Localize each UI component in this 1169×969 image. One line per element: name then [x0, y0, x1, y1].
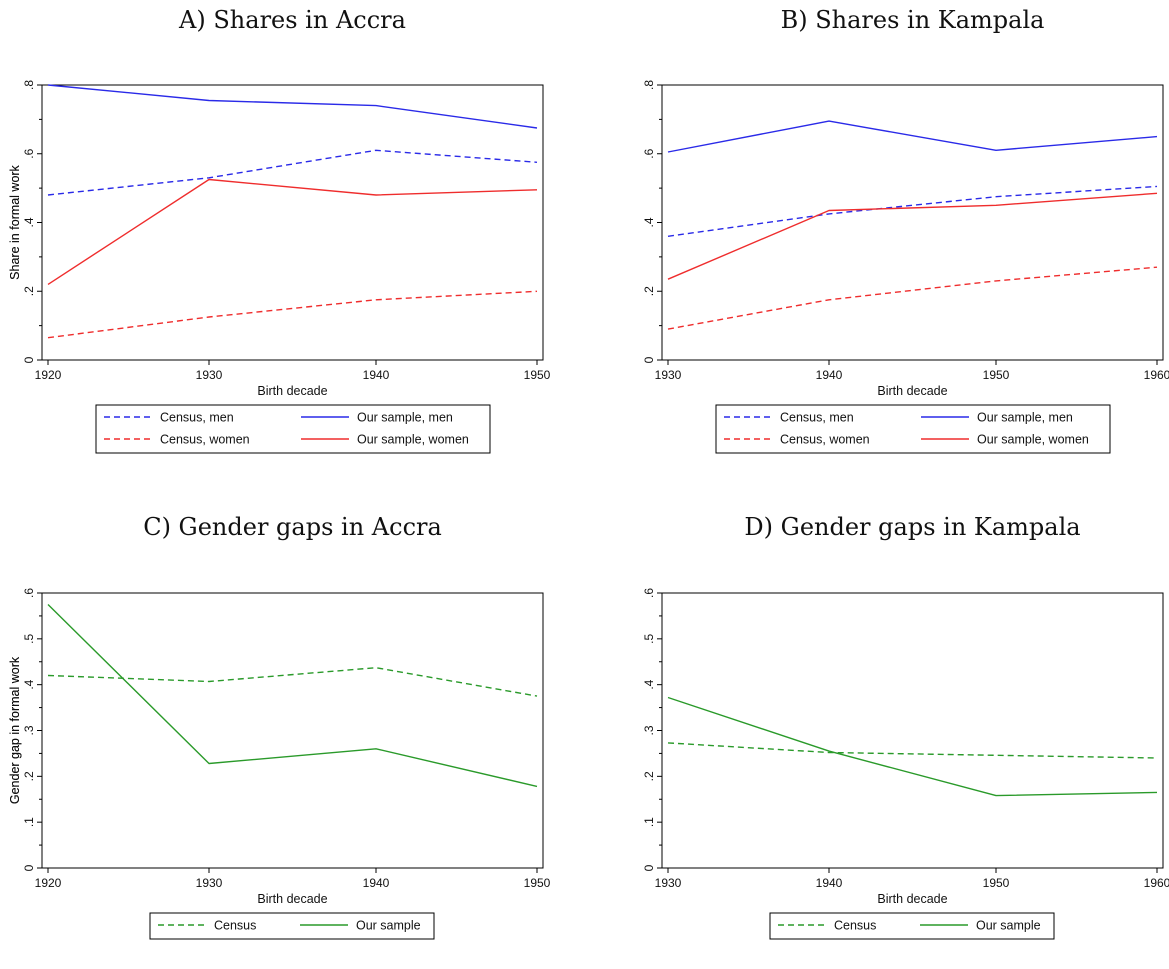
panel-d-xtick-label: 1950: [983, 876, 1010, 890]
panel-c-series-our-sample: [47, 604, 538, 788]
panel-d-legend: [769, 912, 1055, 940]
panel-c-ytick-label: .4: [22, 679, 36, 689]
panel-b-series-our-sample-men: [667, 120, 1158, 153]
panel-c-xlabel: Birth decade: [257, 892, 327, 906]
panel-c-legend: [149, 912, 435, 940]
panel-a: A) Shares in Accra 0 .2 .4 .6 .8 1920 1930 1940 1…: [8, 6, 551, 454]
panel-c-legend-label: Census: [214, 919, 256, 933]
panel-d-ytick-label: .2: [642, 771, 656, 781]
panel-a-legend-label: Census, women: [160, 433, 250, 447]
panel-c-ytick-label: .2: [22, 771, 36, 781]
panel-d-ytick-label: .5: [642, 634, 656, 644]
panel-d-ytick-label: 0: [642, 864, 656, 871]
panel-d-legend-label: Our sample: [976, 919, 1041, 933]
panel-b-xtick-label: 1930: [655, 368, 682, 382]
panel-c-ytick-label: .5: [22, 634, 36, 644]
panel-b-legend-label: Census, men: [780, 411, 854, 425]
panel-b-legend-label: Our sample, women: [977, 433, 1089, 447]
panel-b-ytick-label: .4: [642, 217, 656, 227]
panel-b-ylabel: Share in formal work: [8, 164, 22, 279]
panel-d-ytick-label: .4: [642, 679, 656, 689]
panel-d-plot-frame: [661, 592, 1164, 869]
panel-a-legend-label: Our sample, men: [357, 411, 453, 425]
panel-c-title: C) Gender gaps in Accra: [143, 513, 442, 541]
panel-a-series-census-women: [47, 290, 538, 339]
panel-a-ytick-label: .6: [22, 148, 36, 158]
panel-b-title: B) Shares in Kampala: [781, 6, 1045, 34]
panel-c-xtick-label: 1930: [196, 876, 223, 890]
panel-c-series-census: [47, 667, 538, 697]
panel-a-xtick-label: 1930: [196, 368, 223, 382]
panel-d-xtick-label: 1940: [816, 876, 843, 890]
panel-d-title: D) Gender gaps in Kampala: [744, 513, 1080, 541]
panel-b-series-census-men: [667, 185, 1158, 237]
panel-b-ytick-label: .8: [642, 80, 656, 90]
panel-a-ytick-label: 0: [22, 356, 36, 363]
panel-c-legend-label: Our sample: [356, 919, 421, 933]
panel-d-xtick-label: 1930: [655, 876, 682, 890]
panel-d-ytick-label: .1: [642, 817, 656, 827]
panel-a-legend: [95, 404, 491, 454]
panel-c-ytick-label: .3: [22, 725, 36, 735]
panel-c-ytick-label: .6: [22, 588, 36, 598]
panel-a-xtick-label: 1920: [35, 368, 62, 382]
panel-a-series-our-sample-men: [47, 84, 538, 129]
panel-c-xtick-label: 1950: [524, 876, 551, 890]
panel-b-plot-frame: [661, 84, 1164, 361]
panel-b-xlabel: Birth decade: [877, 384, 947, 398]
panel-a-ylabel: Share in formal work: [8, 164, 22, 279]
panel-d-xlabel: Birth decade: [877, 892, 947, 906]
panel-d-ylabel: Gender gap in formal work: [8, 656, 22, 804]
panel-b-ytick-label: .2: [642, 286, 656, 296]
panel-b-xtick-label: 1950: [983, 368, 1010, 382]
panel-c: C) Gender gaps in Accra 0 .1 .2 .3 .4 .5 .6 1920…: [8, 513, 551, 940]
panel-c-ylabel: Gender gap in formal work: [8, 656, 22, 804]
panel-a-xtick-label: 1940: [363, 368, 390, 382]
panel-b-legend-label: Our sample, men: [977, 411, 1073, 425]
panel-b-legend: [715, 404, 1111, 454]
panel-b-legend-label: Census, women: [780, 433, 870, 447]
panel-b-xtick-label: 1960: [1144, 368, 1169, 382]
panel-a-xlabel: Birth decade: [257, 384, 327, 398]
panel-c-plot-frame: [41, 592, 544, 869]
panel-c-ytick-label: .1: [22, 817, 36, 827]
panel-b-series-census-women: [667, 266, 1158, 330]
panel-d-ytick-label: .6: [642, 588, 656, 598]
panel-d-ytick-label: .3: [642, 725, 656, 735]
panel-b-ytick-label: .6: [642, 148, 656, 158]
panel-d-series-our-sample: [667, 696, 1158, 797]
panel-d-xtick-label: 1960: [1144, 876, 1169, 890]
panel-a-ytick-label: .8: [22, 80, 36, 90]
panel-a-series-census-men: [47, 149, 538, 196]
panel-a-plot-frame: [41, 84, 544, 361]
panel-b-ytick-label: 0: [642, 356, 656, 363]
panel-d-legend-label: Census: [834, 919, 876, 933]
panel-a-title: A) Shares in Accra: [178, 6, 406, 34]
panel-c-xtick-label: 1940: [363, 876, 390, 890]
panel-c-ytick-label: 0: [22, 864, 36, 871]
panel-d-series-census: [667, 742, 1158, 759]
panel-a-ytick-label: .2: [22, 286, 36, 296]
panel-b: B) Shares in Kampala 0 .2 .4 .6 .8 1930 1940 195…: [8, 6, 1169, 454]
panel-b-xtick-label: 1940: [816, 368, 843, 382]
panel-a-ytick-label: .4: [22, 217, 36, 227]
panel-d: D) Gender gaps in Kampala 0 .1 .2 .3 .4 .5 .6 19…: [8, 513, 1169, 940]
panel-a-legend-label: Our sample, women: [357, 433, 469, 447]
panel-a-series-our-sample-women: [47, 178, 538, 285]
panel-a-xtick-label: 1950: [524, 368, 551, 382]
panel-b-series-our-sample-women: [667, 192, 1158, 280]
panel-a-legend-label: Census, men: [160, 411, 234, 425]
panel-c-xtick-label: 1920: [35, 876, 62, 890]
